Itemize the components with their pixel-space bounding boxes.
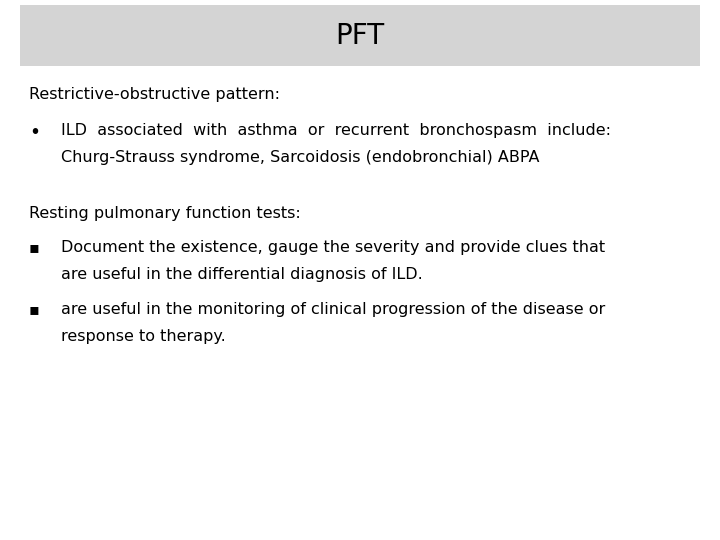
Text: Resting pulmonary function tests:: Resting pulmonary function tests: (29, 206, 300, 221)
Text: Restrictive-obstructive pattern:: Restrictive-obstructive pattern: (29, 87, 280, 103)
Text: ILD  associated  with  asthma  or  recurrent  bronchospasm  include:: ILD associated with asthma or recurrent … (61, 123, 611, 138)
Text: PFT: PFT (336, 22, 384, 50)
Text: are useful in the monitoring of clinical progression of the disease or: are useful in the monitoring of clinical… (61, 302, 606, 318)
Text: ▪: ▪ (29, 240, 40, 255)
Text: •: • (29, 123, 40, 141)
FancyBboxPatch shape (20, 5, 700, 66)
Text: response to therapy.: response to therapy. (61, 329, 226, 345)
Text: ▪: ▪ (29, 302, 40, 318)
Text: are useful in the differential diagnosis of ILD.: are useful in the differential diagnosis… (61, 267, 423, 282)
Text: Document the existence, gauge the severity and provide clues that: Document the existence, gauge the severi… (61, 240, 606, 255)
Text: Churg-Strauss syndrome, Sarcoidosis (endobronchial) ABPA: Churg-Strauss syndrome, Sarcoidosis (end… (61, 150, 540, 165)
